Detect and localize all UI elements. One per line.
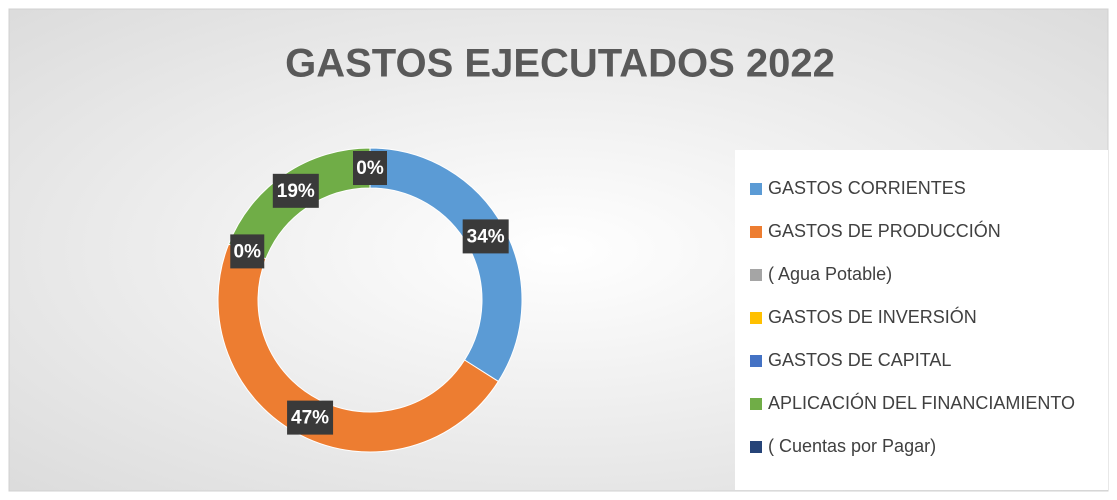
legend-swatch (750, 398, 762, 410)
data-label: 0% (356, 158, 384, 179)
data-label-box (462, 219, 509, 254)
legend-swatch (750, 183, 762, 195)
data-label-box (272, 173, 319, 208)
legend-label: GASTOS DE CAPITAL (768, 350, 951, 370)
legend-swatch (750, 312, 762, 324)
legend-label: ( Agua Potable) (768, 264, 892, 284)
legend-swatch (750, 355, 762, 367)
legend-label: GASTOS CORRIENTES (768, 178, 966, 198)
data-label: 19% (277, 181, 315, 202)
data-label-box (287, 400, 334, 435)
data-label: 0% (234, 241, 262, 262)
legend-swatch (750, 269, 762, 281)
data-label: 47% (291, 408, 329, 429)
legend-label: GASTOS DE INVERSIÓN (768, 306, 977, 327)
chart-title: GASTOS EJECUTADOS 2022 (285, 42, 835, 86)
legend-label: GASTOS DE PRODUCCIÓN (768, 220, 1001, 241)
legend-label: ( Cuentas por Pagar) (768, 436, 936, 456)
data-label-box (230, 234, 265, 269)
data-label: 34% (467, 226, 505, 247)
slice (217, 243, 500, 453)
data-label-box (353, 151, 387, 185)
legend-swatch (750, 441, 762, 453)
legend-box (735, 150, 1108, 490)
legend-label: APLICACIÓN DEL FINANCIAMIENTO (768, 392, 1075, 413)
legend-swatch (750, 226, 762, 238)
